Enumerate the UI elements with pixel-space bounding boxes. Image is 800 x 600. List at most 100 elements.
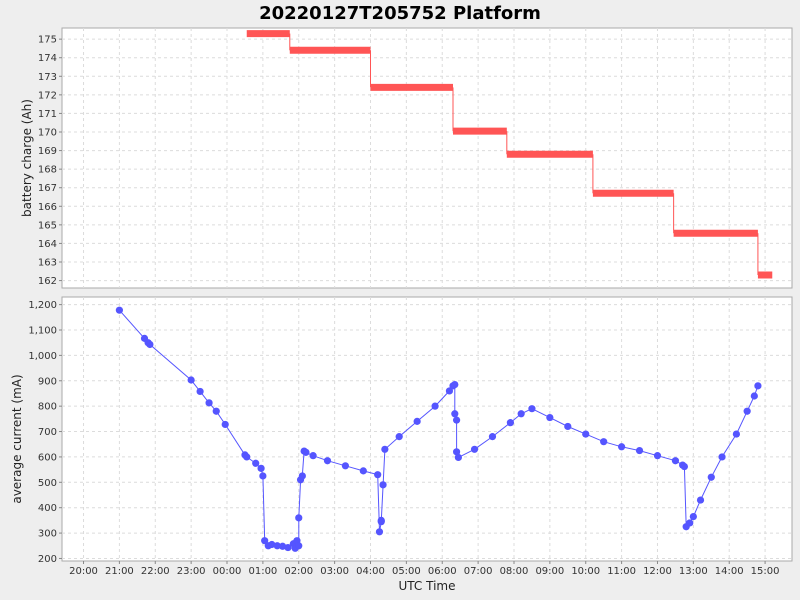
current-point xyxy=(506,419,515,427)
battery-y-tick-label: 162 xyxy=(38,276,57,287)
x-tick-label: 05:00 xyxy=(392,566,421,577)
current-y-tick-label: 300 xyxy=(38,529,57,540)
current-point xyxy=(582,430,590,438)
battery-y-tick-label: 175 xyxy=(38,35,57,46)
current-point xyxy=(431,402,439,410)
x-tick-label: 12:00 xyxy=(643,566,672,577)
x-tick-label: 14:00 xyxy=(715,566,744,577)
current-point xyxy=(341,462,349,470)
current-point xyxy=(451,380,459,389)
battery-y-tick-label: 165 xyxy=(38,220,57,231)
current-point xyxy=(146,340,154,349)
current-point xyxy=(302,448,310,456)
x-tick-label: 06:00 xyxy=(428,566,457,577)
battery-y-ticks: 162 163 164 165 166 167 168 169 170 171 172 173 174 1… xyxy=(38,35,62,287)
current-y-tick-label: 400 xyxy=(38,503,57,514)
battery-charge-series xyxy=(246,30,773,279)
current-point xyxy=(707,473,715,481)
current-y-tick-label: 800 xyxy=(38,402,57,413)
x-tick-label: 13:00 xyxy=(679,566,708,577)
current-point xyxy=(696,496,705,504)
current-point xyxy=(273,542,281,550)
current-point xyxy=(295,542,303,550)
current-point xyxy=(323,457,332,465)
current-grid xyxy=(62,297,792,561)
current-point xyxy=(295,514,303,522)
current-point xyxy=(718,453,726,461)
current-point xyxy=(279,542,287,550)
current-point xyxy=(452,416,461,424)
current-point xyxy=(395,433,403,441)
current-point xyxy=(375,528,384,536)
battery-y-tick-label: 173 xyxy=(38,72,57,83)
current-y-tick-label: 500 xyxy=(38,478,57,489)
current-point xyxy=(686,519,694,527)
battery-charge-plot: 162 163 164 165 166 167 168 169 170 171 172 173 174 1… xyxy=(20,27,793,289)
time-x-ticks: 20:00 21:00 22:00 23:00 00:00 01:00 02:00 03:00… xyxy=(69,561,780,577)
x-tick-label: 02:00 xyxy=(284,566,313,577)
x-tick-label: 11:00 xyxy=(607,566,636,577)
current-plot-area xyxy=(61,296,793,562)
battery-y-tick-label: 166 xyxy=(38,202,57,213)
current-point xyxy=(379,481,387,489)
current-point xyxy=(374,471,382,479)
current-y-tick-label: 600 xyxy=(38,452,57,463)
battery-y-tick-label: 170 xyxy=(38,128,57,139)
current-point xyxy=(671,457,680,465)
current-point xyxy=(689,512,697,521)
current-point xyxy=(381,445,389,453)
x-tick-label: 03:00 xyxy=(320,566,349,577)
current-point xyxy=(445,387,454,395)
current-point xyxy=(268,540,276,549)
current-point xyxy=(488,433,497,441)
current-y-tick-label: 1,100 xyxy=(28,326,57,337)
battery-y-tick-label: 171 xyxy=(38,109,57,120)
current-y-tick-label: 200 xyxy=(38,554,57,565)
current-point xyxy=(115,306,123,314)
current-point xyxy=(243,453,251,461)
current-y-tick-label: 900 xyxy=(38,376,57,387)
current-point xyxy=(754,382,762,390)
current-point xyxy=(546,413,554,422)
current-point xyxy=(309,452,317,460)
x-tick-label: 15:00 xyxy=(751,566,780,577)
current-point xyxy=(564,422,572,431)
x-tick-label: 09:00 xyxy=(535,566,564,577)
x-tick-label: 20:00 xyxy=(69,566,98,577)
current-point xyxy=(618,443,626,451)
current-point xyxy=(252,459,260,467)
chart-title: 20220127T205752 Platform xyxy=(259,3,541,24)
x-tick-label: 04:00 xyxy=(356,566,385,577)
x-tick-label: 21:00 xyxy=(105,566,134,577)
battery-y-tick-label: 169 xyxy=(38,146,57,157)
battery-y-axis-label: battery charge (Ah) xyxy=(20,99,34,217)
current-point xyxy=(284,543,292,552)
current-point xyxy=(212,407,220,415)
current-y-tick-label: 1,200 xyxy=(28,300,57,311)
current-point xyxy=(743,407,751,415)
current-point xyxy=(470,445,479,453)
x-tick-label: 23:00 xyxy=(177,566,206,577)
battery-y-tick-label: 164 xyxy=(38,239,57,250)
current-point xyxy=(600,438,608,446)
current-point xyxy=(635,446,644,455)
battery-y-tick-label: 174 xyxy=(38,53,57,64)
battery-y-tick-label: 168 xyxy=(38,165,57,176)
current-series-points xyxy=(115,306,762,552)
x-axis-label: UTC Time xyxy=(399,579,456,593)
current-point xyxy=(257,464,265,472)
current-point xyxy=(259,472,267,480)
current-point xyxy=(196,387,204,396)
current-point xyxy=(750,392,758,400)
current-point xyxy=(221,420,229,429)
current-y-ticks: 200 300 400 500 600 700 800 900 1,000 1,100 1,200 xyxy=(28,300,62,565)
current-y-tick-label: 1,000 xyxy=(28,351,57,362)
current-point xyxy=(359,467,367,475)
x-tick-label: 07:00 xyxy=(464,566,493,577)
current-point xyxy=(377,516,385,524)
current-y-tick-label: 700 xyxy=(38,427,57,438)
current-y-axis-label: average current (mA) xyxy=(10,374,24,503)
x-tick-label: 08:00 xyxy=(500,566,529,577)
battery-y-tick-label: 172 xyxy=(38,90,57,101)
current-point xyxy=(680,462,688,471)
